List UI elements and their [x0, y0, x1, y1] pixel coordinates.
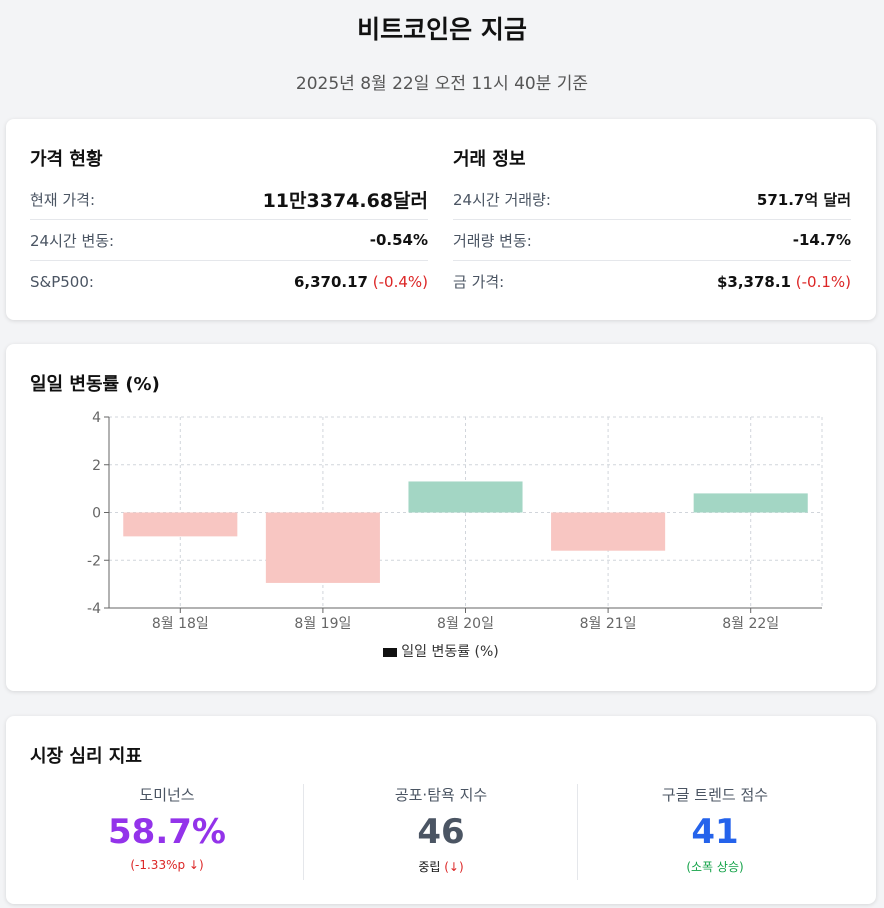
google-trends-metric: 구글 트렌드 점수 41 (소폭 상승)	[578, 784, 852, 880]
x-tick-label: 8월 20일	[437, 616, 494, 632]
chart-bar	[123, 512, 238, 537]
trade-info-panel: 거래 정보 24시간 거래량: 571.7억 달러 거래량 변동: -14.7%…	[453, 145, 851, 302]
sp500-value-group: 6,370.17 (-0.4%)	[294, 273, 428, 291]
gold-price-value-group: $3,378.1 (-0.1%)	[717, 273, 851, 291]
dominance-metric: 도미넌스 58.7% (-1.33%p ↓)	[30, 784, 304, 880]
y-tick-label: -4	[87, 601, 101, 617]
x-tick-label: 8월 18일	[152, 616, 209, 632]
metric-divider	[577, 784, 578, 880]
google-trends-label: 구글 트렌드 점수	[661, 786, 769, 804]
google-trends-value: 41	[691, 812, 739, 852]
daily-change-chart: 4 2 0 -2 -4 8월 18일 8월 19일 8월 20일 8월 21일 8월 22일	[87, 410, 823, 632]
current-price-label: 현재 가격:	[30, 190, 96, 209]
y-tick-label: 4	[92, 410, 101, 426]
current-price-row: 현재 가격: 11만3374.68달러	[30, 179, 428, 220]
change-24h-row: 24시간 변동: -0.54%	[30, 220, 428, 261]
volume-change-value: -14.7%	[792, 231, 851, 249]
sp500-change: (-0.4%)	[372, 272, 428, 291]
chart-bar	[265, 512, 380, 583]
info-card: 가격 현황 현재 가격: 11만3374.68달러 24시간 변동: -0.54…	[6, 119, 876, 320]
y-tick-label: 2	[92, 458, 101, 474]
price-status-panel: 가격 현황 현재 가격: 11만3374.68달러 24시간 변동: -0.54…	[30, 145, 428, 302]
chart-bar	[551, 512, 666, 551]
sentiment-title: 시장 심리 지표	[30, 746, 142, 767]
dominance-label: 도미넌스	[139, 786, 195, 804]
gold-price-change: (-0.1%)	[795, 272, 851, 291]
x-tick-label: 8월 22일	[722, 616, 779, 632]
metric-divider	[303, 784, 304, 880]
legend-swatch	[383, 647, 398, 657]
change-24h-label: 24시간 변동:	[30, 231, 115, 250]
chart-title: 일일 변동률 (%)	[30, 374, 160, 395]
sp500-row: S&P500: 6,370.17 (-0.4%)	[30, 261, 428, 302]
chart-bar	[408, 481, 523, 513]
sp500-label: S&P500:	[30, 272, 94, 291]
price-status-title: 가격 현황	[30, 149, 103, 170]
chart-bar	[693, 493, 808, 513]
gold-price-label: 금 가격:	[453, 273, 505, 291]
legend-label: 일일 변동률 (%)	[401, 644, 499, 660]
fear-greed-metric: 공포·탐욕 지수 46 중립 (↓)	[304, 784, 578, 880]
dominance-value: 58.7%	[108, 812, 226, 852]
chart-legend: 일일 변동률 (%)	[6, 641, 876, 661]
sp500-value: 6,370.17	[293, 272, 368, 291]
volume-24h-label: 24시간 거래량:	[453, 190, 551, 209]
x-tick-label: 8월 19일	[294, 616, 351, 632]
fear-greed-change: (↓)	[444, 860, 464, 874]
y-tick-label: 0	[92, 506, 101, 522]
gold-price-value: $3,378.1	[716, 272, 791, 291]
volume-change-row: 거래량 변동: -14.7%	[453, 220, 851, 261]
volume-24h-value: 571.7억 달러	[756, 190, 851, 209]
fear-greed-label: 공포·탐욕 지수	[394, 786, 488, 804]
trade-info-title: 거래 정보	[453, 149, 526, 170]
page-title: 비트코인은 지금	[357, 15, 527, 44]
sentiment-card: 시장 심리 지표 도미넌스 58.7% (-1.33%p ↓) 공포·탐욕 지수…	[6, 716, 876, 904]
x-tick-label: 8월 21일	[580, 616, 637, 632]
page-subtitle: 2025년 8월 22일 오전 11시 40분 기준	[295, 74, 589, 94]
gold-price-row: 금 가격: $3,378.1 (-0.1%)	[453, 261, 851, 302]
fear-greed-status: 중립	[418, 860, 441, 874]
fear-greed-sub: 중립 (↓)	[304, 858, 578, 875]
change-24h-value: -0.54%	[369, 231, 428, 249]
current-price-value: 11만3374.68달러	[262, 189, 428, 212]
dominance-change: (-1.33%p ↓)	[130, 858, 204, 872]
volume-24h-row: 24시간 거래량: 571.7억 달러	[453, 179, 851, 220]
google-trends-change: (소폭 상승)	[686, 860, 744, 874]
fear-greed-value: 46	[417, 812, 465, 852]
volume-change-label: 거래량 변동:	[453, 231, 532, 250]
chart-card: 일일 변동률 (%) 4 2 0 -2 -4 8월 18일 8월 19일 8월 20일 8월 2…	[6, 344, 876, 691]
y-tick-label: -2	[87, 553, 101, 569]
